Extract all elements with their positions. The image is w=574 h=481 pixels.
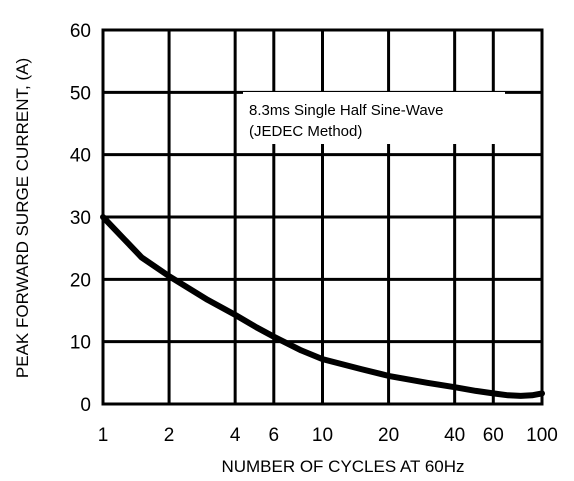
y-tick-label: 50 [70,83,91,104]
x-tick-label: 10 [312,425,333,446]
annotation-line-1: 8.3ms Single Half Sine-Wave [249,102,444,119]
surge-curve-line [100,214,545,399]
y-tick-label: 30 [70,208,91,229]
y-tick-label: 10 [70,333,91,354]
y-tick-label: 60 [70,21,91,42]
x-axis-label: NUMBER OF CYCLES AT 60Hz [221,457,464,476]
y-tick-labels: 0 10 20 30 40 50 60 [70,21,91,416]
y-axis-label: PEAK FORWARD SURGE CURRENT, (A) [13,58,32,378]
x-tick-label: 60 [483,425,504,446]
x-tick-label: 1 [98,425,109,446]
x-tick-label: 20 [378,425,399,446]
x-tick-labels: 1 2 4 6 10 20 40 60 100 [98,425,558,446]
annotation-line-2: (JEDEC Method) [249,123,362,140]
x-tick-label: 2 [164,425,175,446]
y-tick-label: 20 [70,270,91,291]
x-tick-label: 40 [444,425,465,446]
x-tick-label: 4 [230,425,241,446]
x-tick-label: 100 [526,425,558,446]
y-tick-label: 40 [70,146,91,167]
x-tick-label: 6 [269,425,280,446]
annotation-background [243,92,505,144]
grid-lines [101,28,544,406]
y-tick-label: 0 [80,395,91,416]
